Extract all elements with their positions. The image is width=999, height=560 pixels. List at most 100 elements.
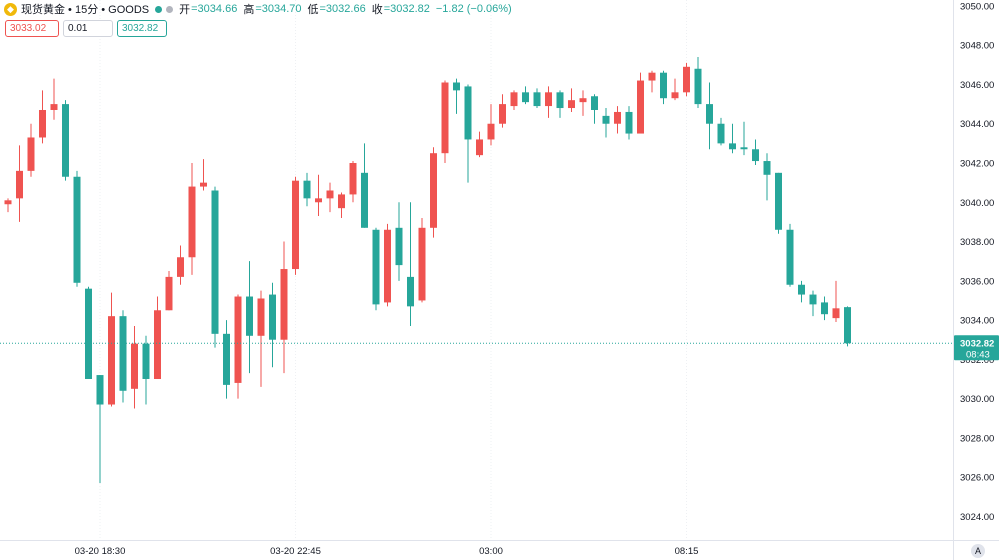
candle-body[interactable] [775, 172, 782, 230]
candle-body[interactable] [510, 92, 518, 107]
candle-body[interactable] [660, 72, 667, 99]
candle-body[interactable] [349, 163, 357, 195]
candle-body[interactable] [671, 92, 679, 99]
candle-body[interactable] [568, 100, 575, 109]
candle-body[interactable] [625, 111, 633, 134]
candle-body[interactable] [188, 186, 196, 258]
candle-body[interactable] [223, 333, 230, 385]
candle-body[interactable] [154, 310, 161, 379]
candle-body[interactable] [39, 109, 46, 138]
y-tick-label: 3048.00 [960, 41, 994, 52]
y-tick-label: 3030.00 [960, 394, 994, 405]
candle-body[interactable] [165, 276, 173, 311]
candle-body[interactable] [717, 123, 725, 144]
candle-body[interactable] [269, 294, 276, 340]
candle-body[interactable] [637, 80, 644, 134]
candle-body[interactable] [326, 190, 334, 199]
x-tick-label: 08:15 [675, 546, 699, 557]
candle-body[interactable] [16, 170, 23, 199]
candle-body[interactable] [418, 227, 426, 301]
y-tick-label: 3026.00 [960, 473, 994, 484]
candle-body[interactable] [522, 92, 529, 103]
candle-body[interactable] [821, 302, 828, 315]
y-tick-label: 3044.00 [960, 119, 994, 130]
candle-body[interactable] [73, 176, 81, 283]
price-axis[interactable] [953, 0, 999, 560]
sell-price-button[interactable]: 3033.02 [5, 20, 59, 37]
candle-body[interactable] [234, 296, 242, 383]
candle-body[interactable] [798, 284, 805, 295]
auto-scale-button[interactable]: A [971, 544, 985, 558]
candle-body[interactable] [407, 276, 414, 307]
candle-body[interactable] [763, 161, 771, 175]
candle-body[interactable] [533, 92, 541, 107]
candle-body[interactable] [108, 316, 115, 405]
candle-body[interactable] [844, 307, 851, 344]
candle-body[interactable] [177, 257, 184, 277]
candle-body[interactable] [430, 153, 437, 228]
candle-body[interactable] [545, 92, 552, 107]
candle-body[interactable] [131, 343, 138, 389]
buy-price-button[interactable]: 3032.82 [117, 20, 167, 37]
candle-body[interactable] [96, 375, 104, 405]
candle-body[interactable] [487, 123, 495, 140]
candle-body[interactable] [119, 316, 127, 391]
candle-body[interactable] [384, 229, 391, 303]
candle-body[interactable] [372, 229, 380, 305]
candle-body[interactable] [453, 82, 460, 91]
candle-body[interactable] [142, 343, 150, 379]
candle-body[interactable] [315, 198, 322, 203]
high-value: =3034.70 [255, 3, 302, 15]
candle-body[interactable] [614, 111, 621, 124]
candle-body[interactable] [752, 149, 759, 162]
candle-body[interactable] [62, 104, 69, 177]
candle-body[interactable] [27, 137, 35, 171]
candle-body[interactable] [303, 180, 311, 199]
bar-countdown: 08:43 [966, 349, 990, 360]
y-tick-label: 3028.00 [960, 433, 994, 444]
candle-body[interactable] [4, 200, 12, 205]
candle-body[interactable] [683, 66, 690, 93]
candle-body[interactable] [694, 68, 702, 105]
low-value: =3032.66 [319, 3, 366, 15]
candle-body[interactable] [740, 147, 748, 150]
candle-body[interactable] [556, 92, 564, 109]
open-label: 开 [179, 4, 191, 16]
candle-body[interactable] [292, 180, 299, 270]
candle-body[interactable] [648, 72, 656, 81]
open-value: =3034.66 [191, 3, 238, 15]
close-label: 收 [371, 4, 383, 16]
y-tick-label: 3034.00 [960, 316, 994, 327]
candle-body[interactable] [729, 143, 736, 150]
chart-legend: ◆ 现货黄金 • 15分 • GOODS 开 =3034.66 高 =3034.… [4, 0, 512, 18]
candle-body[interactable] [200, 182, 207, 187]
candle-body[interactable] [85, 288, 92, 379]
candle-body[interactable] [280, 269, 288, 340]
close-value: =3032.82 [383, 3, 430, 15]
y-tick-label: 3032.00 [960, 355, 994, 366]
candle-body[interactable] [809, 294, 817, 305]
candle-body[interactable] [476, 139, 483, 156]
candle-body[interactable] [706, 104, 713, 124]
y-tick-label: 3038.00 [960, 237, 994, 248]
y-tick-label: 3036.00 [960, 276, 994, 287]
candle-body[interactable] [441, 82, 449, 154]
candle-body[interactable] [602, 115, 610, 124]
gold-logo-icon: ◆ [4, 2, 17, 16]
candle-body[interactable] [211, 190, 219, 334]
candle-body[interactable] [50, 104, 58, 110]
candle-body[interactable] [257, 298, 265, 336]
candle-body[interactable] [464, 86, 472, 140]
candle-body[interactable] [786, 229, 794, 285]
candle-body[interactable] [591, 96, 598, 110]
symbol-title[interactable]: 现货黄金 • 15分 • GOODS [21, 4, 150, 16]
candle-body[interactable] [246, 296, 253, 336]
candle-body[interactable] [832, 308, 840, 319]
candle-body[interactable] [499, 104, 506, 124]
candle-body[interactable] [579, 98, 587, 103]
candle-body[interactable] [338, 194, 345, 209]
x-tick-label: 03:00 [479, 546, 503, 557]
candle-body[interactable] [361, 172, 368, 228]
candle-body[interactable] [395, 227, 403, 266]
